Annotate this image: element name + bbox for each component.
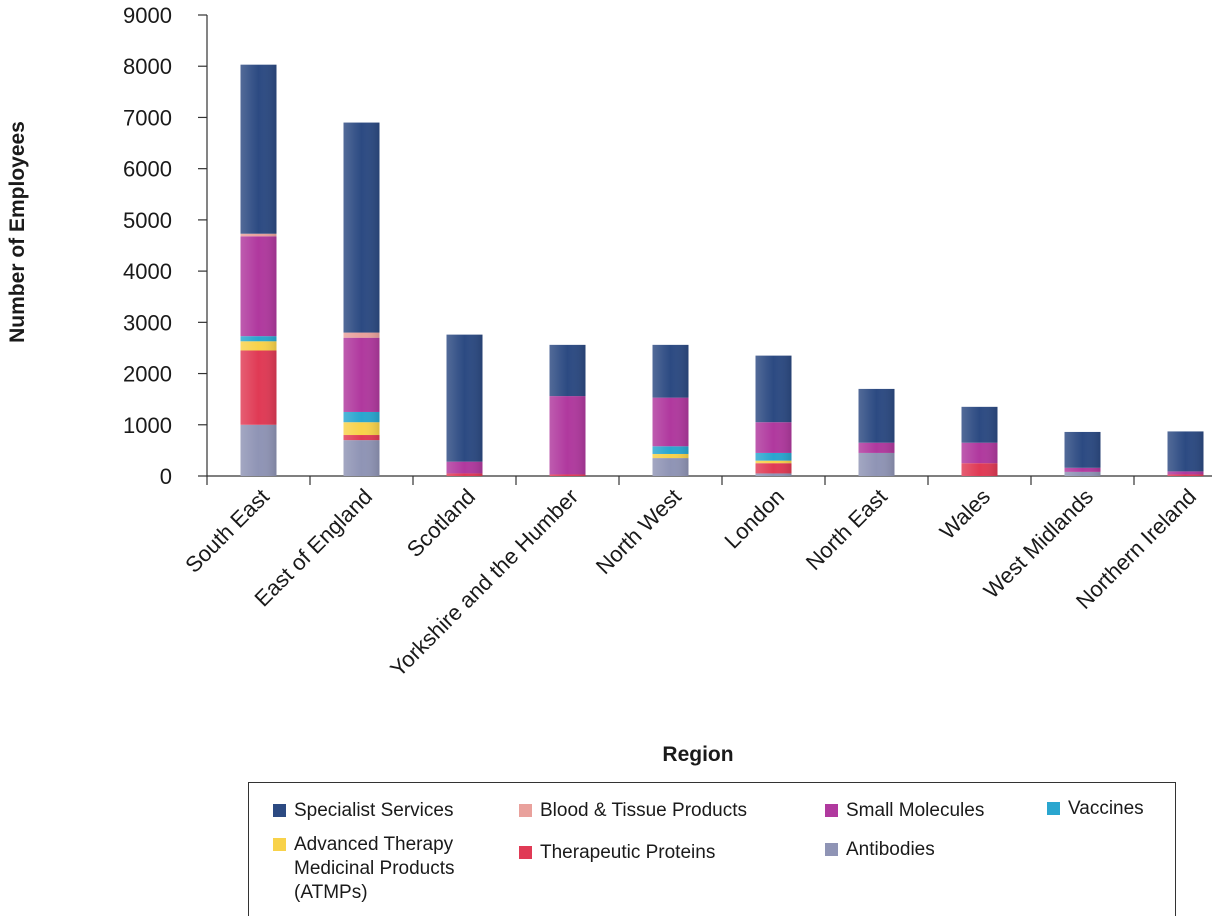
bar-south-east-specialist-services: [240, 64, 277, 234]
bars: [240, 64, 1204, 477]
bar-scotland-specialist-services: [446, 334, 483, 462]
legend-swatch-small-molecules: [825, 804, 838, 817]
bar-yorkshire-and-the-humber-small-molecules: [549, 396, 586, 475]
bar-stack-west-midlands: [1064, 431, 1101, 476]
bar-north-east-antibodies: [858, 452, 895, 476]
bar-stack-wales: [961, 406, 998, 476]
bar-stack-north-east: [858, 388, 895, 476]
bar-north-west-advanced-therapy-medicinal-products-atmps: [652, 453, 689, 459]
y-tick-label: 8000: [123, 54, 172, 79]
bar-south-east-vaccines: [240, 336, 277, 342]
legend-label-blood-tissue: Blood & Tissue Products: [540, 800, 747, 821]
x-tick-label-north-east: North East: [801, 484, 892, 575]
x-tick-label-yorkshire-and-the-humber: Yorkshire and the Humber: [385, 484, 583, 682]
x-tick-label-scotland: Scotland: [402, 484, 480, 562]
bar-east-of-england-specialist-services: [343, 122, 380, 333]
legend-swatch-atmps: [273, 838, 286, 851]
bar-stack-yorkshire-and-the-humber: [549, 344, 586, 476]
y-tick-label: 3000: [123, 310, 172, 335]
bar-north-west-small-molecules: [652, 397, 689, 447]
bar-stack-northern-ireland: [1167, 431, 1204, 476]
bar-yorkshire-and-the-humber-therapeutic-proteins: [549, 474, 586, 476]
legend-item-specialist-services: Specialist Services: [273, 799, 453, 823]
y-axis-title: Number of Employees: [6, 121, 29, 343]
y-axis: 0 1000 2000 3000 4000 5000 6000 7000 8000 9000: [123, 3, 208, 489]
bar-wales-small-molecules: [961, 442, 998, 464]
x-tick-label-south-east: South East: [180, 484, 274, 578]
legend-label-antibodies: Antibodies: [846, 839, 935, 860]
bar-london-small-molecules: [755, 422, 792, 453]
legend-item-small-molecules: Small Molecules: [825, 799, 984, 823]
y-tick-label: 4000: [123, 259, 172, 284]
bar-east-of-england-therapeutic-proteins: [343, 435, 380, 441]
y-tick-label: 5000: [123, 208, 172, 233]
bar-northern-ireland-specialist-services: [1167, 431, 1204, 472]
stacked-bar-chart: 0 1000 2000 3000 4000 5000 6000 7000 8000 9000 So…: [6, 3, 1212, 766]
bar-london-therapeutic-proteins: [755, 463, 792, 474]
legend-swatch-specialist-services: [273, 804, 286, 817]
y-tick-label: 0: [160, 464, 172, 489]
bar-scotland-small-molecules: [446, 461, 483, 474]
bar-west-midlands-small-molecules: [1064, 467, 1101, 472]
legend-swatch-antibodies: [825, 843, 838, 856]
x-tick-label-wales: Wales: [935, 484, 995, 544]
bar-north-east-specialist-services: [858, 388, 895, 443]
x-axis-title: Region: [662, 743, 733, 766]
bar-london-antibodies: [755, 473, 792, 476]
legend-label-small-molecules: Small Molecules: [846, 800, 985, 821]
bar-stack-london: [755, 355, 792, 476]
bar-northern-ireland-therapeutic-proteins: [1167, 474, 1204, 476]
bar-stack-north-west: [652, 344, 689, 476]
y-tick-label: 2000: [123, 362, 172, 387]
bar-west-midlands-antibodies: [1064, 471, 1101, 476]
x-tick-label-london: London: [719, 484, 789, 554]
legend-swatch-vaccines: [1047, 802, 1060, 815]
bar-london-vaccines: [755, 452, 792, 461]
bar-east-of-england-advanced-therapy-medicinal-products-atmps: [343, 422, 380, 436]
y-tick-label: 6000: [123, 157, 172, 182]
legend-item-atmps: Advanced Therapy Medicinal Products (ATM…: [273, 833, 493, 905]
legend-label-vaccines: Vaccines: [1068, 798, 1144, 819]
bar-south-east-antibodies: [240, 424, 277, 476]
legend-label-atmps: Advanced Therapy Medicinal Products (ATM…: [294, 834, 455, 903]
bar-wales-therapeutic-proteins: [961, 463, 998, 476]
bar-west-midlands-specialist-services: [1064, 431, 1101, 468]
bar-north-west-vaccines: [652, 446, 689, 454]
bar-yorkshire-and-the-humber-specialist-services: [549, 344, 586, 397]
y-tick-label: 1000: [123, 413, 172, 438]
bar-north-west-specialist-services: [652, 344, 689, 398]
bar-stack-scotland: [446, 334, 483, 476]
legend-swatch-therapeutic-proteins: [519, 846, 532, 859]
bar-north-east-small-molecules: [858, 442, 895, 453]
legend-item-blood-tissue: Blood & Tissue Products: [519, 799, 747, 823]
bar-east-of-england-blood-and-tissue-products: [343, 332, 380, 338]
bar-stack-east-of-england: [343, 122, 380, 477]
bar-stack-south-east: [240, 64, 277, 477]
x-tick-label-north-west: North West: [591, 484, 686, 579]
bar-london-advanced-therapy-medicinal-products-atmps: [755, 460, 792, 464]
legend-item-antibodies: Antibodies: [825, 838, 935, 862]
bar-east-of-england-vaccines: [343, 411, 380, 423]
legend: Specialist Services Blood & Tissue Produ…: [248, 782, 1176, 916]
bar-scotland-therapeutic-proteins: [446, 473, 483, 476]
legend-label-specialist-services: Specialist Services: [294, 800, 454, 821]
bar-south-east-advanced-therapy-medicinal-products-atmps: [240, 341, 277, 351]
bar-london-specialist-services: [755, 355, 792, 423]
bar-north-west-antibodies: [652, 458, 689, 476]
bar-east-of-england-antibodies: [343, 440, 380, 476]
y-tick-label: 7000: [123, 105, 172, 130]
x-tick-label-west-midlands: West Midlands: [979, 484, 1098, 603]
bar-east-of-england-small-molecules: [343, 337, 380, 412]
y-tick-label: 9000: [123, 3, 172, 28]
legend-item-vaccines: Vaccines: [1047, 797, 1144, 821]
legend-item-therapeutic-proteins: Therapeutic Proteins: [519, 841, 715, 865]
bar-wales-specialist-services: [961, 406, 998, 443]
bar-south-east-small-molecules: [240, 236, 277, 337]
legend-swatch-blood-tissue: [519, 804, 532, 817]
legend-label-therapeutic-proteins: Therapeutic Proteins: [540, 842, 716, 863]
bar-south-east-blood-and-tissue-products: [240, 233, 277, 237]
bar-south-east-therapeutic-proteins: [240, 350, 277, 425]
bar-northern-ireland-small-molecules: [1167, 471, 1204, 475]
